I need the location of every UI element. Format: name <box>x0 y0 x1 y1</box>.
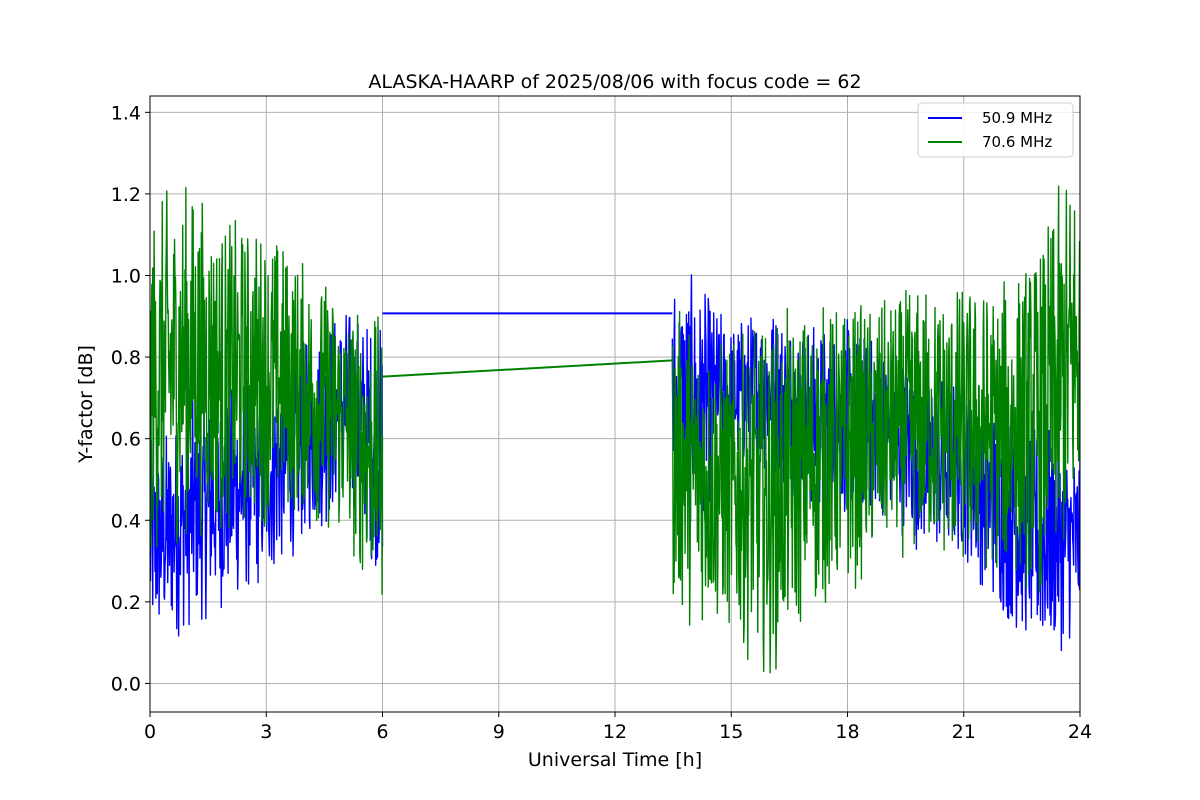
x-tick-label: 15 <box>719 721 743 743</box>
y-tick-label: 0.8 <box>111 347 141 369</box>
x-tick-label: 18 <box>835 721 859 743</box>
tick-layer: 0 3 6 9 12 15 18 21 24 0.0 0.2 0.4 0.6 0.8 1.0 1.2 1.4 <box>111 102 1092 743</box>
x-tick-label: 0 <box>144 721 156 743</box>
y-tick-label: 1.2 <box>111 184 141 206</box>
chart-title: ALASKA-HAARP of 2025/08/06 with focus co… <box>368 71 861 93</box>
y-tick-label: 0.6 <box>111 429 141 451</box>
y-tick-label: 0.4 <box>111 510 141 532</box>
legend-label-70-6: 70.6 MHz <box>982 133 1052 151</box>
legend-box <box>917 102 1074 158</box>
x-tick-label: 24 <box>1068 721 1092 743</box>
y-tick-label: 1.0 <box>111 265 141 287</box>
legend-label-50-9: 50.9 MHz <box>982 109 1052 127</box>
series-trace <box>150 186 384 595</box>
legend: 50.9 MHz 70.6 MHz <box>917 102 1074 158</box>
y-tick-label: 1.4 <box>111 102 141 124</box>
x-tick-label: 3 <box>260 721 272 743</box>
x-tick-label: 6 <box>376 721 388 743</box>
y-tick-label: 0.2 <box>111 592 141 614</box>
y-axis-label: Y-factor [dB] <box>75 345 97 464</box>
x-tick-label: 21 <box>952 721 976 743</box>
x-tick-label: 9 <box>493 721 505 743</box>
series-layer <box>150 185 1080 674</box>
gap-line <box>382 359 673 378</box>
x-tick-label: 12 <box>603 721 627 743</box>
series-70-6-mhz <box>150 185 1080 674</box>
x-axis-label: Universal Time [h] <box>528 749 702 771</box>
series-trace <box>671 185 1080 674</box>
y-tick-label: 0.0 <box>111 673 141 695</box>
